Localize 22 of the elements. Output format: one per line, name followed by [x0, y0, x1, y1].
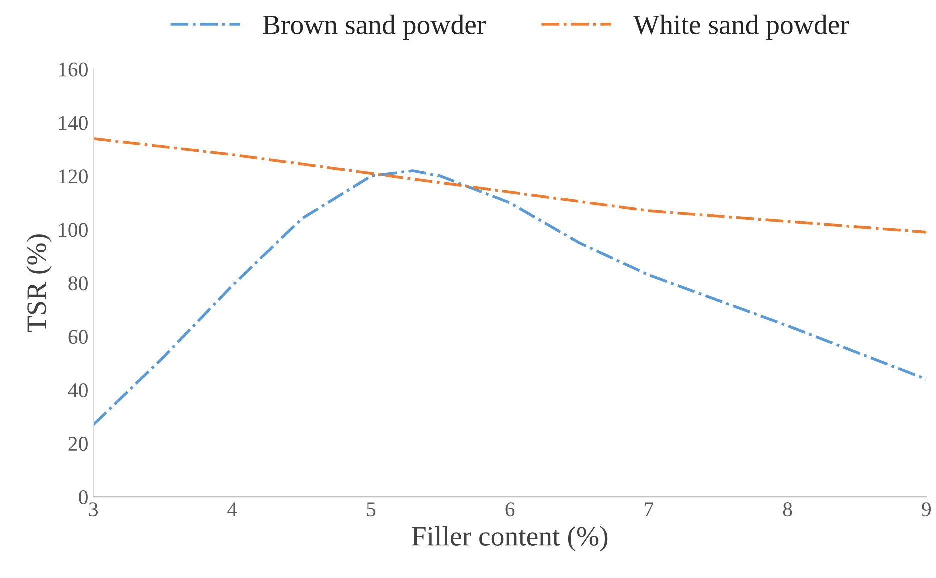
x-tick-label: 5	[367, 502, 376, 517]
y-tick-label: 60	[68, 330, 88, 344]
line-series	[94, 170, 927, 426]
y-tick-label: 120	[59, 170, 88, 184]
y-tick-label: 0	[79, 490, 88, 505]
x-tick-label: 6	[506, 502, 515, 517]
x-tick-label: 7	[645, 502, 654, 516]
line-series	[94, 137, 927, 234]
y-tick-label: 160	[59, 62, 88, 77]
y-tick-label: 40	[68, 384, 88, 398]
y-tick-label: 140	[59, 116, 88, 130]
x-tick-label: 4	[228, 502, 238, 516]
x-tick-label: 9	[922, 502, 931, 517]
y-tick-label: 100	[59, 223, 88, 238]
legend-label: Brown sand powder	[263, 14, 486, 40]
y-tick-label: 20	[68, 436, 88, 452]
x-tick-label: 8	[783, 502, 792, 517]
y-tick-label: 80	[68, 276, 88, 291]
x-axis-title: Filler content (%)	[412, 526, 608, 552]
x-tick-label: 3	[89, 502, 98, 517]
y-axis-title: TSR (%)	[26, 234, 52, 332]
legend-label: White sand powder	[633, 14, 850, 40]
